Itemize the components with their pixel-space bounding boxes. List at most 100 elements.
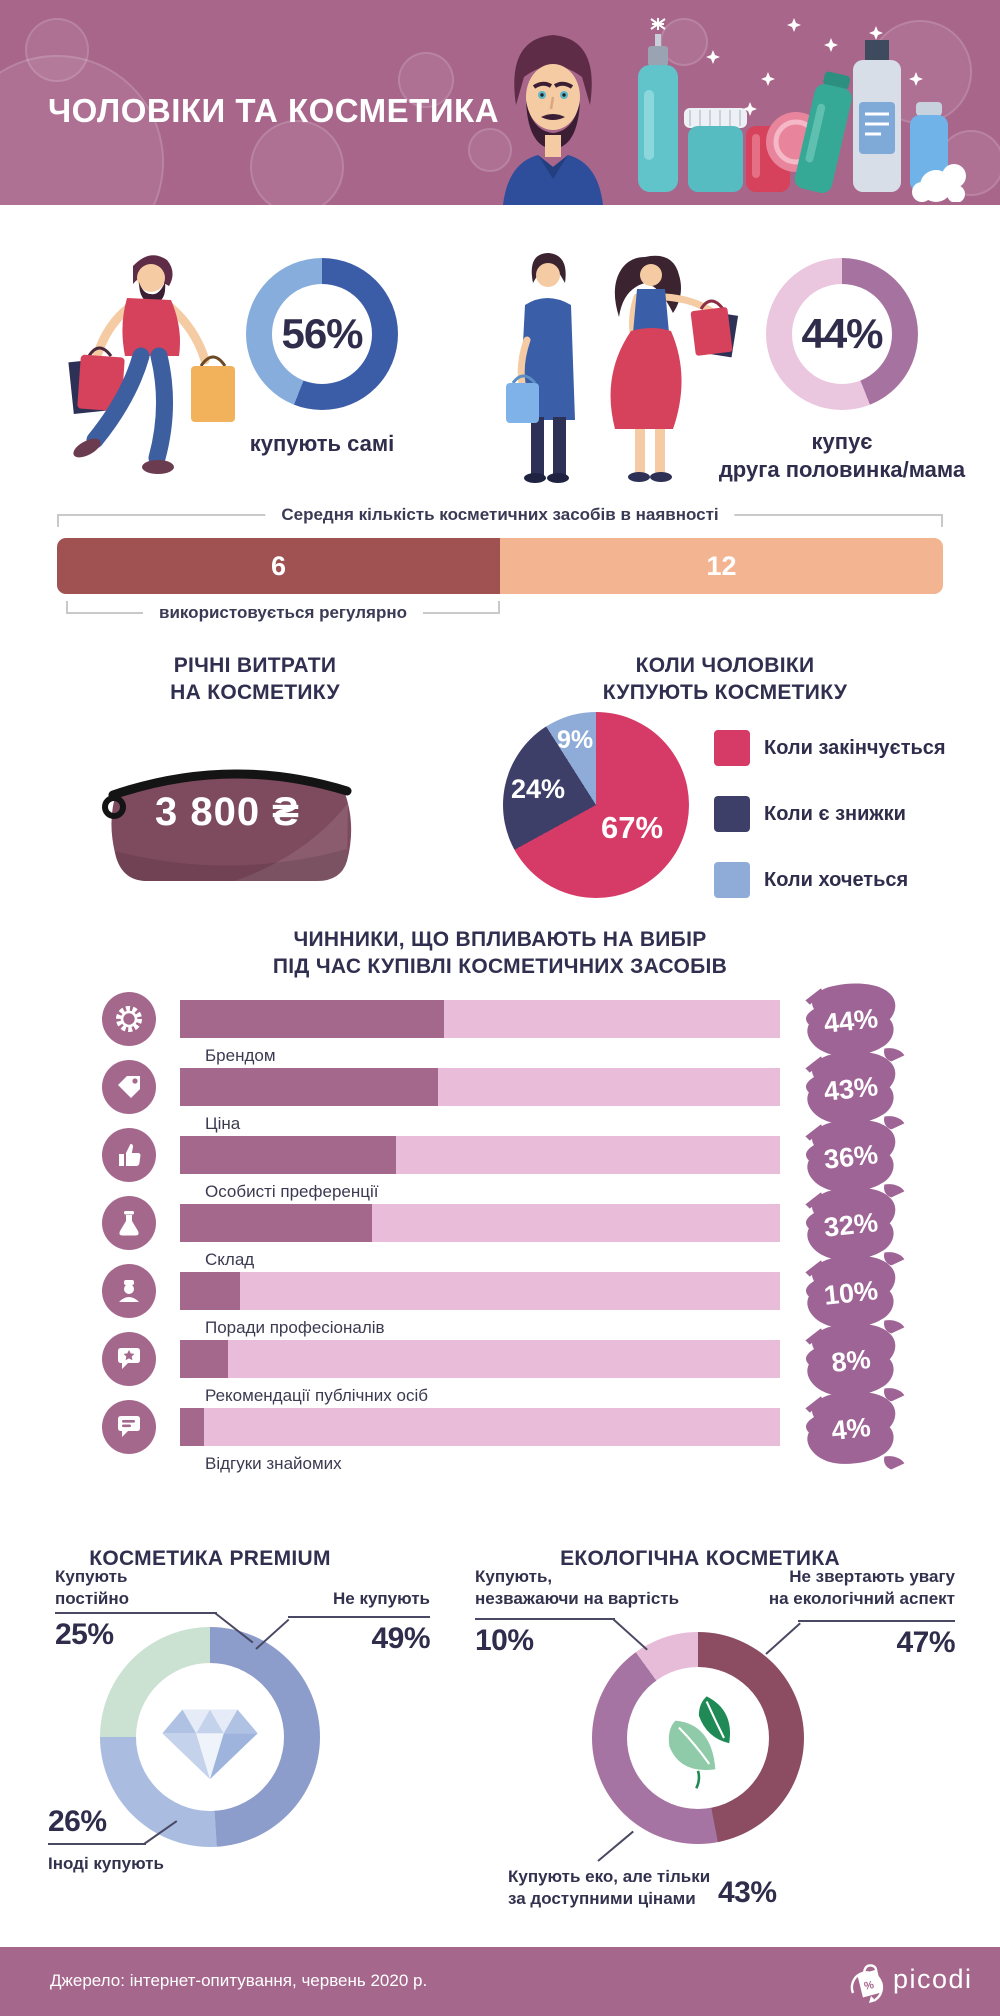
- thumbs-up-icon: [102, 1128, 156, 1182]
- women-shopping-illustration: [506, 253, 739, 483]
- eco-ignore-pct: 47%: [896, 1626, 955, 1659]
- avg-used-bottom-bracket: використовується регулярно: [66, 601, 500, 624]
- flask-icon: [102, 1196, 156, 1250]
- avg-total-value: 12: [706, 550, 737, 581]
- when-buy-title: КОЛИ ЧОЛОВІКИ КУПУЮТЬ КОСМЕТИКУ: [602, 654, 848, 705]
- pie-label-24: 24%: [511, 774, 566, 804]
- professional-person-icon: [102, 1264, 156, 1318]
- eco-affordable-pct: 43%: [718, 1876, 777, 1909]
- sparkle-icon: [706, 18, 923, 116]
- factor-bar: [180, 1340, 780, 1378]
- self-purchase-value: 56%: [281, 310, 363, 357]
- eco-regardless-pct: 10%: [475, 1624, 534, 1657]
- diamond-icon: [162, 1709, 258, 1780]
- man-portrait-illustration: [503, 35, 603, 205]
- factor-badge: 36%: [795, 1114, 907, 1200]
- premium-sometimes-label: Іноді купують: [48, 1854, 164, 1873]
- factor-badge: 10%: [795, 1250, 907, 1336]
- foam-bubbles-icon: [912, 164, 966, 202]
- annual-spend-amount: 3 800 ₴: [155, 790, 300, 834]
- cosmetic-bag-illustration: [102, 769, 352, 881]
- factors-title: ЧИННИКИ, ЩО ВПЛИВАЮТЬ НА ВИБІР ПІД ЧАС К…: [272, 928, 728, 979]
- picodi-brand-label: picodi: [893, 1964, 973, 1994]
- bubble-decoration: [250, 120, 344, 205]
- bubble-decoration: [468, 128, 512, 172]
- eco-donut: [592, 1632, 804, 1844]
- leaves-icon: [668, 1696, 731, 1789]
- legend-swatch: [714, 796, 750, 832]
- callout-line: [798, 1620, 955, 1622]
- factor-label: Відгуки знайомих: [205, 1454, 342, 1473]
- callout-line: [288, 1616, 430, 1618]
- eco-affordable-label: Купують еко, але тільки за доступними ці…: [508, 1867, 711, 1909]
- price-tag-icon: [102, 1060, 156, 1114]
- legend-swatch: [714, 730, 750, 766]
- premium-title: КОСМЕТИКА PREMIUM: [89, 1547, 331, 1570]
- avg-used-segment: 6: [57, 538, 500, 594]
- factor-label: Особисті преференції: [205, 1182, 379, 1201]
- footer: Джерело: інтернет-опитування, червень 20…: [0, 1947, 1000, 2016]
- legend-label: Коли є знижки: [764, 803, 906, 825]
- shampoo-bottle-icon: [853, 40, 901, 192]
- page-title: ЧОЛОВІКИ ТА КОСМЕТИКА: [48, 92, 500, 129]
- callout-line: [612, 1618, 648, 1651]
- partner-purchase-caption: купує друга половинка/мама: [718, 429, 966, 482]
- pie-label-67: 67%: [601, 810, 664, 845]
- factor-bar: [180, 1408, 780, 1446]
- factor-badge: 44%: [795, 978, 907, 1064]
- spray-bottle-icon: [638, 18, 678, 192]
- star-speech-bubble-icon: [102, 1332, 156, 1386]
- factor-bar: [180, 1000, 780, 1038]
- callout-line: [765, 1622, 801, 1655]
- avg-products-top-bracket: Середня кількість косметичних засобів в …: [57, 505, 943, 527]
- man-shopping-illustration: [68, 255, 235, 474]
- cosmetics-set-illustration: [638, 18, 966, 202]
- avg-used-caption: використовується регулярно: [143, 603, 423, 624]
- factor-label: Склад: [205, 1250, 255, 1269]
- legend-label: Коли хочеться: [764, 869, 909, 891]
- avg-total-segment: 12: [500, 538, 943, 594]
- eco-title: ЕКОЛОГІЧНА КОСМЕТИКА: [560, 1547, 840, 1570]
- picodi-bag-icon: %: [850, 1964, 884, 2003]
- premium-never-label: Не купують: [332, 1589, 430, 1608]
- self-purchase-donut: 56%: [246, 258, 398, 410]
- factor-badge: 8%: [795, 1318, 907, 1404]
- bubble-decoration: [0, 55, 164, 205]
- premium-sometimes-pct: 26%: [48, 1805, 107, 1838]
- factor-badge: 32%: [795, 1182, 907, 1268]
- factor-label: Брендом: [205, 1046, 276, 1065]
- callout-line: [255, 1618, 290, 1650]
- factor-badge-value: 4%: [829, 1411, 872, 1446]
- svg-text:%: %: [863, 1979, 875, 1993]
- self-purchase-caption: купують самі: [249, 431, 395, 456]
- when-buy-pie-chart: 67% 24% 9%: [503, 712, 689, 898]
- eco-ignore-label: Не звертають увагу на екологічний аспект: [768, 1567, 955, 1609]
- callout-line: [55, 1612, 217, 1614]
- factor-label: Поради професіоналів: [205, 1318, 385, 1337]
- factor-bar: [180, 1204, 780, 1242]
- annual-spend-title: РІЧНІ ВИТРАТИ НА КОСМЕТИКУ: [170, 654, 340, 705]
- avg-products-title: Середня кількість косметичних засобів в …: [265, 505, 735, 526]
- premium-regular-pct: 25%: [55, 1618, 114, 1651]
- callout-line: [597, 1830, 634, 1862]
- eco-regardless-label: Купують, незважаючи на вартість: [475, 1567, 680, 1609]
- factor-badge: 4%: [795, 1386, 907, 1472]
- factor-bar: [180, 1136, 780, 1174]
- factor-badge: 43%: [795, 1046, 907, 1132]
- partner-purchase-value: 44%: [801, 310, 883, 357]
- callout-line: [48, 1843, 146, 1845]
- factor-label: Ціна: [205, 1114, 241, 1133]
- chat-bubble-icon: [102, 1400, 156, 1454]
- factor-bar: [180, 1272, 780, 1310]
- legend-label: Коли закінчується: [764, 737, 946, 759]
- premium-regular-label: Купують постійно: [55, 1567, 130, 1609]
- avg-products-bar: 6 12: [57, 538, 943, 594]
- bubble-decoration: [398, 52, 454, 108]
- header: ЧОЛОВІКИ ТА КОСМЕТИКА: [0, 0, 1000, 205]
- premium-never-pct: 49%: [371, 1622, 430, 1655]
- premium-donut: [100, 1627, 320, 1847]
- award-badge-icon: [102, 992, 156, 1046]
- green-tube-icon: [794, 71, 852, 193]
- callout-line: [475, 1618, 615, 1620]
